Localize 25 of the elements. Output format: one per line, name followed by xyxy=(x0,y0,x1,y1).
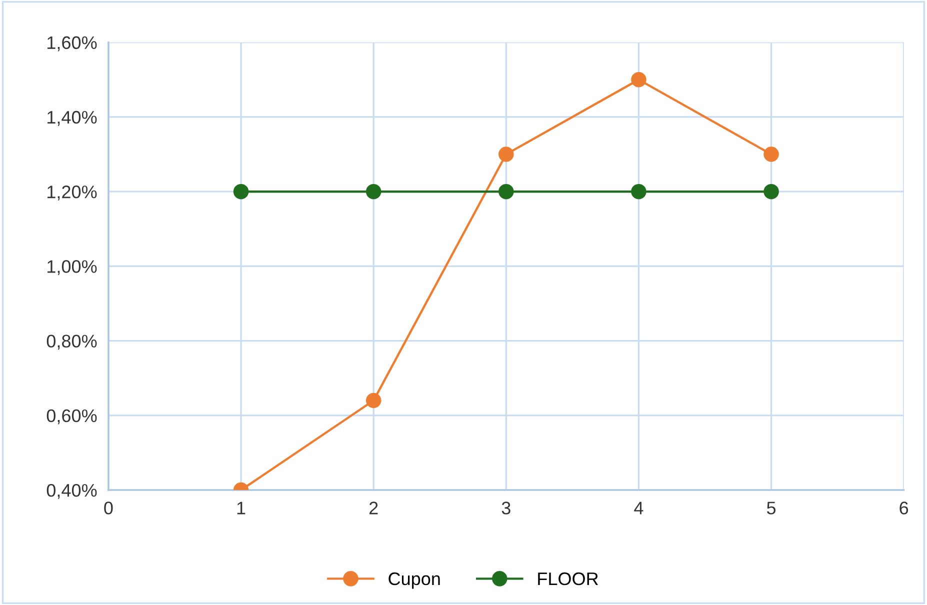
y-tick-label: 1,60% xyxy=(48,36,97,52)
y-tick-label: 1,20% xyxy=(48,186,97,200)
y-tick-label: 0,60% xyxy=(46,409,97,424)
x-tick-label: 2 xyxy=(369,502,378,514)
point xyxy=(764,184,779,200)
legend-label: FLOOR xyxy=(538,572,598,586)
x-tick-label: 5 xyxy=(766,502,776,514)
point xyxy=(366,392,382,408)
point xyxy=(498,184,514,200)
y-tick-label: 0,40% xyxy=(46,484,97,499)
point xyxy=(233,184,249,200)
point xyxy=(498,146,514,162)
point xyxy=(631,72,646,88)
x-tick-label: 4 xyxy=(634,502,644,514)
point xyxy=(631,184,646,200)
x-tick-label: 0 xyxy=(104,502,113,514)
y-tick-label: 1,40% xyxy=(48,110,97,126)
y-tick-label: 0,80% xyxy=(46,334,97,350)
legend-label: Cupon xyxy=(388,572,440,589)
point xyxy=(764,146,779,162)
point xyxy=(366,184,382,200)
x-tick-label: 6 xyxy=(900,502,908,514)
x-tick-label: 3 xyxy=(502,502,510,514)
x-tick-label: 1 xyxy=(237,502,246,514)
y-tick-label: 1,00% xyxy=(48,260,97,276)
